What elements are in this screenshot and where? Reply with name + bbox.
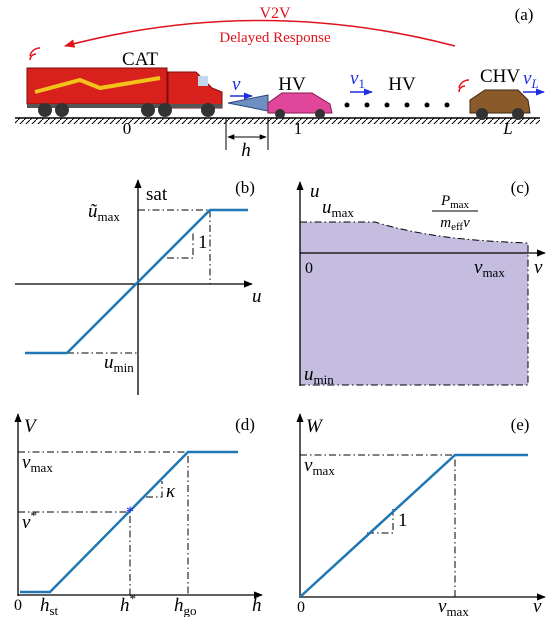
sat-curve	[25, 210, 248, 353]
slope-guide	[367, 509, 393, 533]
position-label: L	[502, 119, 512, 138]
slope-label: κ	[166, 481, 176, 502]
vehicle-label: CAT	[122, 49, 158, 70]
slope-guide	[167, 232, 193, 258]
panel-tag: (d)	[235, 415, 255, 434]
func-label: sat	[146, 184, 168, 205]
vmax-label: vmax	[304, 455, 335, 478]
speed-label: vL	[523, 68, 539, 91]
panel-tag: (c)	[511, 178, 530, 197]
text-part: eff	[451, 221, 463, 233]
y-axis-label: V	[24, 416, 38, 437]
text-part: ũ	[88, 201, 98, 222]
text-part: max	[482, 265, 505, 280]
text-part: 1	[358, 76, 365, 91]
text-part: min	[314, 372, 335, 387]
vmax-label: vmax	[22, 452, 53, 475]
text-part: h	[174, 595, 184, 616]
slope-guide	[146, 481, 162, 497]
link-label: V2V	[259, 5, 291, 22]
x-axis-label: v	[534, 257, 543, 278]
text-part: u	[322, 197, 332, 218]
text-part: st	[50, 603, 59, 617]
curve-num: Pmax	[440, 193, 470, 211]
panel-d: * V (d) vmax v* κ 0 hst h* hgo h	[14, 414, 262, 617]
panel-b: sat (b) ũmax umin 1 u	[15, 178, 262, 395]
figure: V2V Delayed Response (a) CAT HV HV CHV v…	[0, 0, 549, 617]
hst-label: hst	[40, 595, 59, 617]
hgo-label: hgo	[174, 595, 197, 617]
panel-a: V2V Delayed Response (a) CAT HV HV CHV v…	[15, 5, 544, 161]
dots	[345, 103, 450, 108]
curve-den: meffv	[440, 215, 470, 233]
text-part: u	[104, 352, 114, 373]
text-part: u	[304, 364, 314, 385]
text-part: m	[440, 215, 451, 231]
cone	[228, 95, 268, 111]
hstar-label: h*	[120, 591, 136, 616]
x-axis-label: v	[533, 596, 542, 617]
panel-tag: (b)	[235, 178, 255, 197]
upper-label: ũmax	[88, 201, 120, 224]
panel-tag: (a)	[515, 5, 534, 24]
text-part: max	[332, 205, 355, 220]
position-label: 1	[294, 119, 303, 138]
text-part: max	[312, 463, 335, 478]
vehicle-label: HV	[278, 74, 306, 95]
text-part: *	[30, 508, 37, 523]
text-part: h	[120, 595, 130, 616]
guide	[18, 512, 130, 595]
slope-label: 1	[198, 232, 208, 253]
vstar-label: v*	[22, 508, 37, 533]
y-axis-label: u	[310, 181, 320, 202]
equilibrium-marker: *	[126, 504, 134, 521]
slope-label: 1	[398, 510, 408, 531]
link-note: Delayed Response	[219, 30, 331, 46]
vehicle-label: CHV	[480, 66, 520, 87]
vmax-label: vmax	[438, 596, 469, 617]
origin-label: 0	[297, 599, 305, 616]
car-hv	[268, 93, 332, 119]
text-part: max	[30, 460, 53, 475]
text-part: L	[530, 76, 538, 91]
ground-hatch	[15, 118, 540, 124]
text-part: h	[40, 595, 50, 616]
text-part: P	[440, 193, 450, 209]
text-part: max	[98, 209, 121, 224]
speed-label: v1	[350, 68, 365, 91]
text-part: v	[463, 215, 470, 231]
speed-label: v	[232, 74, 241, 95]
origin-label: 0	[14, 597, 22, 614]
text-part: *	[130, 591, 137, 606]
text-part: max	[450, 199, 469, 211]
text-part: v	[232, 74, 241, 95]
upper-label: umax	[322, 197, 354, 220]
panel-tag: (e)	[511, 415, 530, 434]
text-part: min	[114, 360, 135, 375]
origin-label: 0	[305, 260, 313, 277]
position-label: 0	[123, 119, 132, 138]
lower-label: umin	[104, 352, 134, 375]
feasible-region	[300, 222, 528, 385]
panel-e: W (e) vmax 1 0 vmax v	[297, 414, 545, 617]
gap-label: h	[241, 140, 251, 161]
panel-c: u (c) umax Pmax meffv 0 vmax v umin	[300, 178, 545, 387]
text-part: go	[184, 603, 197, 617]
x-axis-label: h	[252, 595, 262, 616]
x-axis-label: u	[252, 286, 262, 307]
vehicle-label: HV	[388, 74, 416, 95]
y-axis-label: W	[306, 416, 324, 437]
text-part: max	[446, 604, 469, 617]
